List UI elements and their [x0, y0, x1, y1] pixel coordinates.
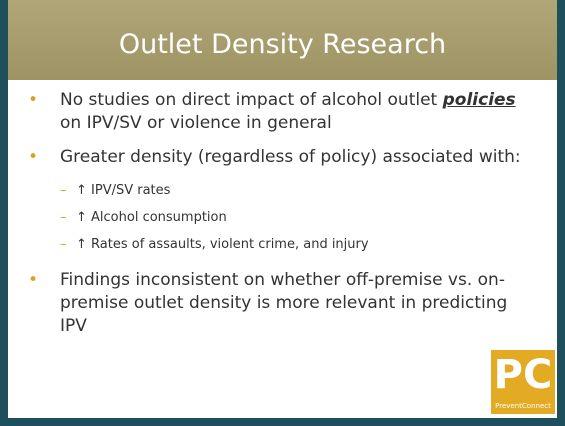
emphasis: policies [442, 90, 516, 110]
bullet-list: No studies on direct impact of alcohol o… [18, 89, 538, 349]
sub-bullet: ↑ Alcohol consumption [60, 204, 538, 231]
logo: PC PreventConnect [491, 350, 555, 414]
title: Outlet Density Research [118, 29, 447, 60]
sub-bullet: ↑ Rates of assaults, violent crime, and … [60, 231, 538, 258]
content: No studies on direct impact of alcohol o… [8, 80, 557, 418]
header: Outlet Density Research [8, 0, 557, 80]
text: Greater density (regardless of policy) a… [60, 147, 521, 167]
text: No studies on direct impact of alcohol o… [60, 90, 443, 110]
sub-bullet: ↑ IPV/SV rates [60, 177, 538, 204]
text: on IPV/SV or violence in general [60, 113, 332, 133]
bullet: No studies on direct impact of alcohol o… [18, 89, 538, 135]
logo-mark: PC [493, 352, 553, 398]
bullet: Greater density (regardless of policy) a… [18, 146, 538, 258]
sub-list: ↑ IPV/SV rates ↑ Alcohol consumption ↑ R… [60, 177, 538, 258]
bullet: Findings inconsistent on whether off-pre… [18, 269, 538, 338]
logo-name: PreventConnect [495, 402, 551, 410]
text: Findings inconsistent on whether off-pre… [60, 270, 508, 336]
